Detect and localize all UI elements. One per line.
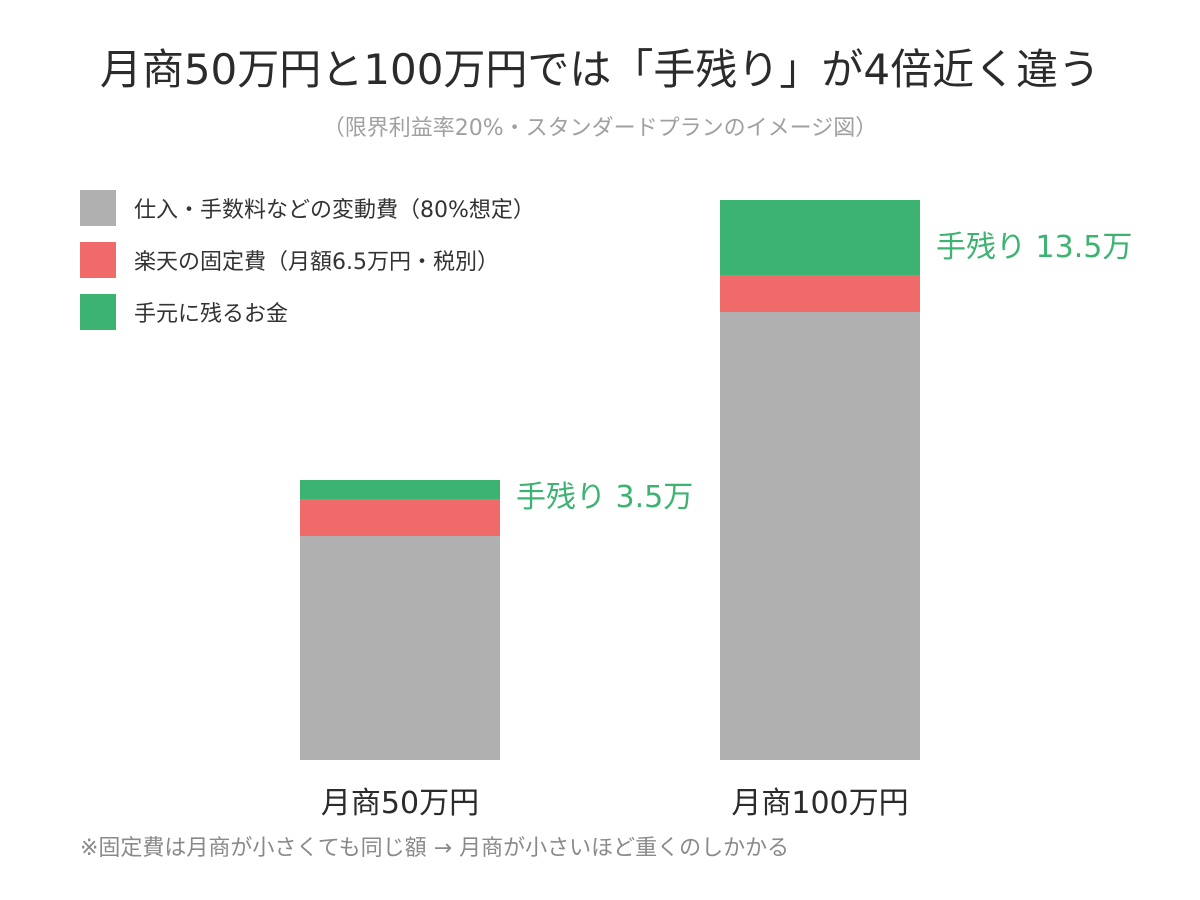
legend-label-profit: 手元に残るお金 [134, 302, 289, 327]
bar-segment-variable-cost-2 [720, 312, 920, 760]
bar-segment-fixed-cost-1 [300, 499, 500, 536]
bar-segment-profit-2 [720, 200, 920, 276]
annotation-profit-100man: 手残り 13.5万 [936, 230, 1133, 265]
chart-title: 月商50万円と100万円では「手残り」が4倍近く違う [99, 45, 1101, 94]
legend-swatch-profit [80, 294, 116, 330]
legend-item-variable-cost: 仕入・手数料などの変動費（80%想定） [80, 190, 535, 226]
bar-segment-profit-1 [300, 480, 500, 500]
bar-segment-variable-cost-1 [300, 536, 500, 760]
legend-swatch-variable-cost [80, 190, 116, 226]
chart-subtitle: （限界利益率20%・スタンダードプランのイメージ図） [322, 116, 878, 141]
legend-item-profit: 手元に残るお金 [80, 294, 288, 330]
legend-item-fixed-cost: 楽天の固定費（月額6.5万円・税別） [80, 242, 499, 278]
legend-label-fixed-cost: 楽天の固定費（月額6.5万円・税別） [134, 250, 499, 275]
category-label-50man: 月商50万円 [320, 786, 480, 821]
legend-label-variable-cost: 仕入・手数料などの変動費（80%想定） [134, 198, 535, 223]
category-label-100man: 月商100万円 [731, 786, 909, 821]
annotation-profit-50man: 手残り 3.5万 [516, 480, 694, 515]
bar-segment-fixed-cost-2 [720, 275, 920, 312]
footnote: ※固定費は月商が小さくても同じ額 → 月商が小さいほど重くのしかかる [80, 836, 790, 861]
legend-swatch-fixed-cost [80, 242, 116, 278]
